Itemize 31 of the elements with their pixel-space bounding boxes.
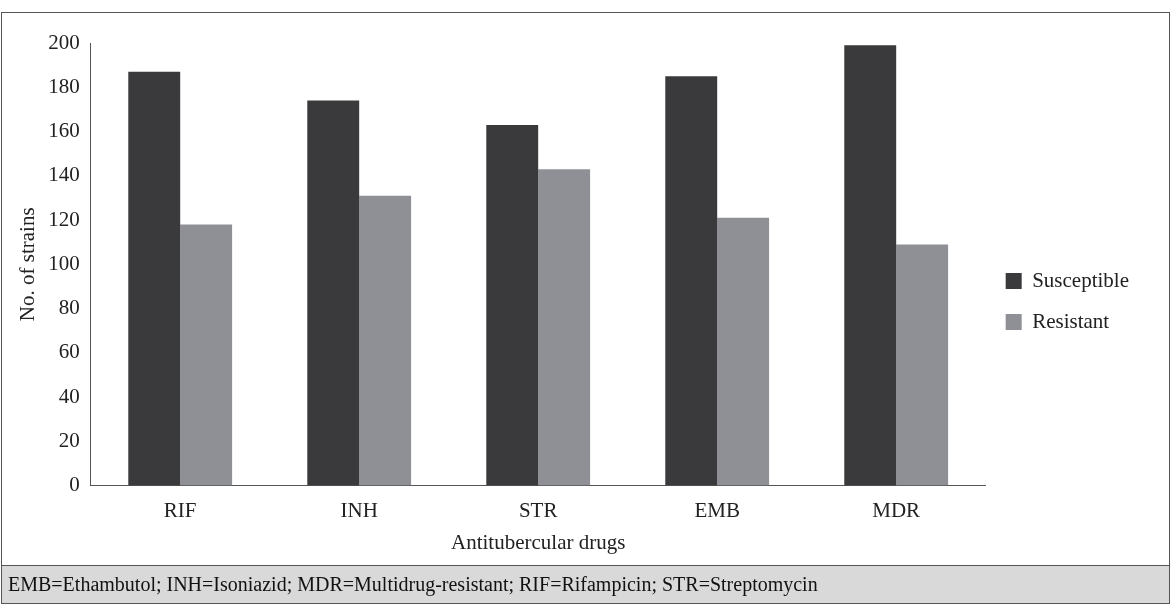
bar	[844, 45, 897, 486]
y-tick-label: 180	[48, 73, 80, 98]
text: EMB=Ethambutol; INH=Isoniazid; MDR=Multidrug-resistant; RIF=Rifampicin; STR=Streptomycin	[2, 565, 1169, 603]
x-tick-label: EMB	[694, 497, 740, 522]
bar	[128, 71, 181, 486]
y-tick-label: 200	[48, 29, 80, 54]
y-tick-label: 160	[48, 118, 80, 143]
bar	[486, 124, 539, 486]
bar	[717, 217, 770, 486]
bar	[359, 195, 412, 486]
y-tick-label: 0	[69, 472, 80, 497]
legend-label: Susceptible	[1032, 267, 1130, 292]
bar	[307, 100, 360, 486]
y-tick-label: 80	[58, 295, 80, 320]
y-tick-label: 120	[48, 206, 80, 231]
x-tick-label: STR	[518, 497, 558, 522]
bar	[665, 76, 718, 486]
x-tick-label: INH	[340, 497, 378, 522]
y-axis-title: No. of strains	[15, 207, 40, 322]
y-tick-label: 40	[58, 383, 80, 408]
legend-label: Resistant	[1032, 308, 1110, 333]
x-axis-title: Antitubercular drugs	[451, 529, 626, 554]
x-tick-label: MDR	[872, 497, 921, 522]
bar	[538, 169, 591, 486]
bar	[180, 224, 233, 486]
y-tick-label: 100	[48, 250, 80, 275]
x-tick-label: RIF	[163, 497, 197, 522]
y-tick-label: 20	[58, 427, 80, 452]
bar	[896, 244, 949, 486]
y-tick-label: 140	[48, 162, 80, 187]
y-tick-label: 60	[58, 339, 80, 364]
